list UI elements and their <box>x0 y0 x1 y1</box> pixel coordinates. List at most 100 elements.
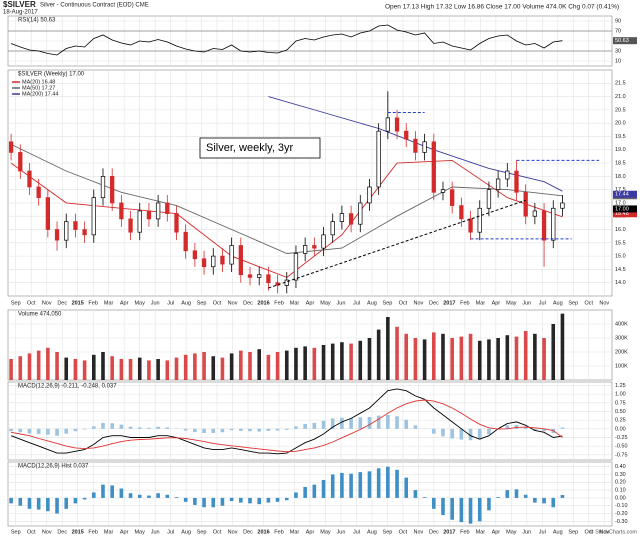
bar <box>376 468 381 498</box>
x-tick-label: Aug <box>367 529 377 535</box>
candle-body <box>486 189 492 209</box>
bar <box>450 497 454 520</box>
candle-body <box>422 141 427 153</box>
histogram-bar <box>55 428 59 436</box>
bar <box>101 484 105 498</box>
x-tick-label: Dec <box>243 300 253 306</box>
candle-body <box>238 245 243 276</box>
panel-title: $SILVER (Weekly) 17.00 <box>18 72 85 78</box>
x-tick-label: Aug <box>553 529 563 535</box>
bar <box>110 356 114 380</box>
bar <box>330 474 335 498</box>
y-tick-label: 17.0 <box>615 200 626 206</box>
bar <box>91 492 96 498</box>
bar <box>55 352 59 380</box>
bar <box>542 338 546 380</box>
bar <box>91 354 96 380</box>
x-tick-label: Nov <box>414 529 424 535</box>
candle-body <box>128 218 133 233</box>
x-tick-label: Feb <box>274 529 283 535</box>
x-tick-label: Aug <box>367 300 377 306</box>
candle-body <box>404 130 409 140</box>
histogram-bar <box>367 417 372 429</box>
candle-body <box>477 207 482 233</box>
bar <box>330 343 335 380</box>
x-tick-label: Mar <box>476 300 486 306</box>
x-tick-label: Apr <box>492 529 501 535</box>
bar <box>349 473 353 498</box>
y-tick-label: -0.75 <box>615 452 628 458</box>
candle-body <box>551 207 556 241</box>
candle-body <box>8 141 14 153</box>
histogram-bar <box>229 428 234 431</box>
x-tick-label: Mar <box>290 529 300 535</box>
candle-body <box>358 202 363 225</box>
histogram-bar <box>101 422 105 429</box>
candle-body <box>302 245 308 254</box>
x-tick-label: Aug <box>553 300 563 306</box>
candle-body <box>165 202 170 214</box>
value-box-label: 50.63 <box>615 38 629 44</box>
candle-body <box>293 253 299 281</box>
histogram-bar <box>128 426 133 429</box>
bar <box>441 497 445 516</box>
histogram-bar <box>459 428 464 440</box>
bar <box>496 497 500 498</box>
x-tick-label: Mar <box>104 300 114 306</box>
x-tick-label: 2017 <box>443 529 455 535</box>
bar <box>459 497 464 523</box>
histogram-bar <box>110 423 114 429</box>
bar <box>110 485 114 498</box>
y-tick-label: 0.75 <box>615 400 626 406</box>
candle-body <box>82 229 87 236</box>
histogram-bar <box>183 428 188 431</box>
x-tick-label: Oct <box>213 300 222 306</box>
histogram-bar <box>193 428 197 432</box>
bar <box>156 359 160 380</box>
x-tick-label: Feb <box>88 300 97 306</box>
y-tick-label: 0.00 <box>615 426 626 432</box>
histogram-bar <box>450 428 454 439</box>
x-tick-label: Apr <box>306 300 315 306</box>
y-tick-label: 21.0 <box>615 94 626 100</box>
bar <box>340 342 344 380</box>
candle-body <box>321 234 326 249</box>
candle-body <box>73 221 78 230</box>
bar <box>431 497 436 509</box>
bar <box>294 492 298 498</box>
x-tick-label: Feb <box>460 300 469 306</box>
bar <box>183 354 188 380</box>
bar <box>36 350 41 380</box>
histogram-bar <box>119 424 124 429</box>
histogram-bar <box>36 428 41 434</box>
bar <box>303 486 307 498</box>
bar <box>523 331 528 380</box>
symbol: $SILVER <box>3 0 36 9</box>
y-tick-label: 19.0 <box>615 147 626 153</box>
histogram-bar <box>330 418 335 429</box>
candle-body <box>137 210 142 233</box>
histogram-bar <box>431 428 436 434</box>
x-tick-label: Jul <box>539 529 546 535</box>
bar <box>312 347 317 380</box>
y-tick-label: 14.0 <box>615 280 626 286</box>
bar <box>64 357 69 380</box>
x-tick-label: Sep <box>383 529 393 535</box>
x-tick-label: Oct <box>584 529 593 535</box>
bar <box>55 497 59 514</box>
bar <box>174 357 179 380</box>
histogram-bar <box>27 428 32 434</box>
histogram-bar <box>514 424 519 429</box>
x-tick-label: Aug <box>181 300 191 306</box>
candle-body <box>541 210 547 241</box>
y-tick-label: 20.0 <box>615 121 626 127</box>
x-tick-label: Oct <box>584 300 593 306</box>
y-tick-label: 100K <box>615 363 628 369</box>
bar <box>202 352 206 380</box>
candle-body <box>431 141 436 193</box>
bar <box>147 360 151 380</box>
y-tick-label: 18.5 <box>615 161 626 167</box>
description: Silver - Continuous Contract (EOD) CME <box>40 3 149 9</box>
value-box <box>613 37 637 45</box>
histogram-bar <box>358 417 363 429</box>
